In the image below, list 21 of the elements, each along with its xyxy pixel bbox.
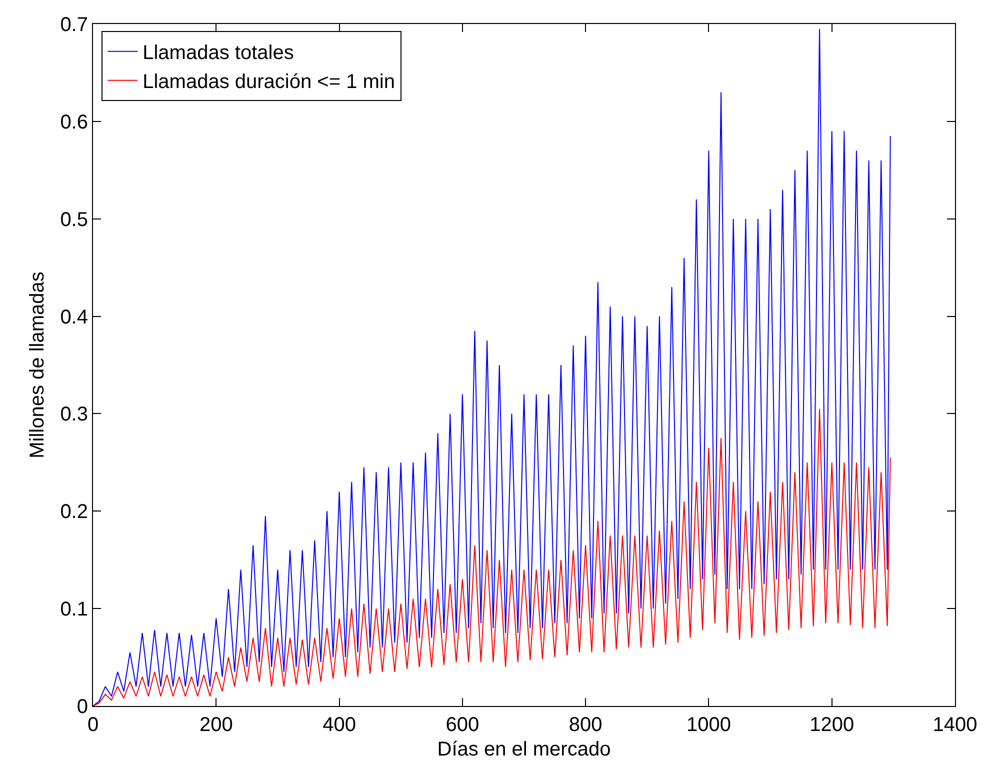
x-tick-label: 1400 — [932, 714, 978, 736]
line-series — [93, 28, 891, 706]
y-tick-label: 0 — [76, 696, 88, 718]
legend-label: Llamadas duración <= 1 min — [142, 71, 395, 94]
line-series — [93, 408, 891, 706]
y-tick-label: 0.1 — [60, 598, 88, 621]
x-axis-title: Días en el mercado — [437, 738, 611, 760]
y-tick-label: 0.4 — [60, 306, 88, 328]
y-tick-label: 0.6 — [60, 111, 88, 134]
x-tick-label: 600 — [446, 714, 480, 736]
y-tick-label: 0.3 — [60, 404, 88, 426]
y-axis-title: Millones de llamadas — [26, 272, 49, 458]
x-tick-label: 200 — [199, 714, 233, 736]
y-tick-label: 0.2 — [60, 501, 88, 524]
legend-label: Llamadas totales — [142, 42, 294, 64]
x-tick-label: 400 — [322, 714, 356, 736]
y-tick-label: 0.7 — [60, 14, 88, 36]
x-tick-label: 800 — [568, 714, 602, 736]
y-tick-label: 0.5 — [60, 208, 88, 231]
x-tick-label: 1000 — [686, 714, 731, 736]
x-tick-label: 1200 — [810, 714, 854, 736]
